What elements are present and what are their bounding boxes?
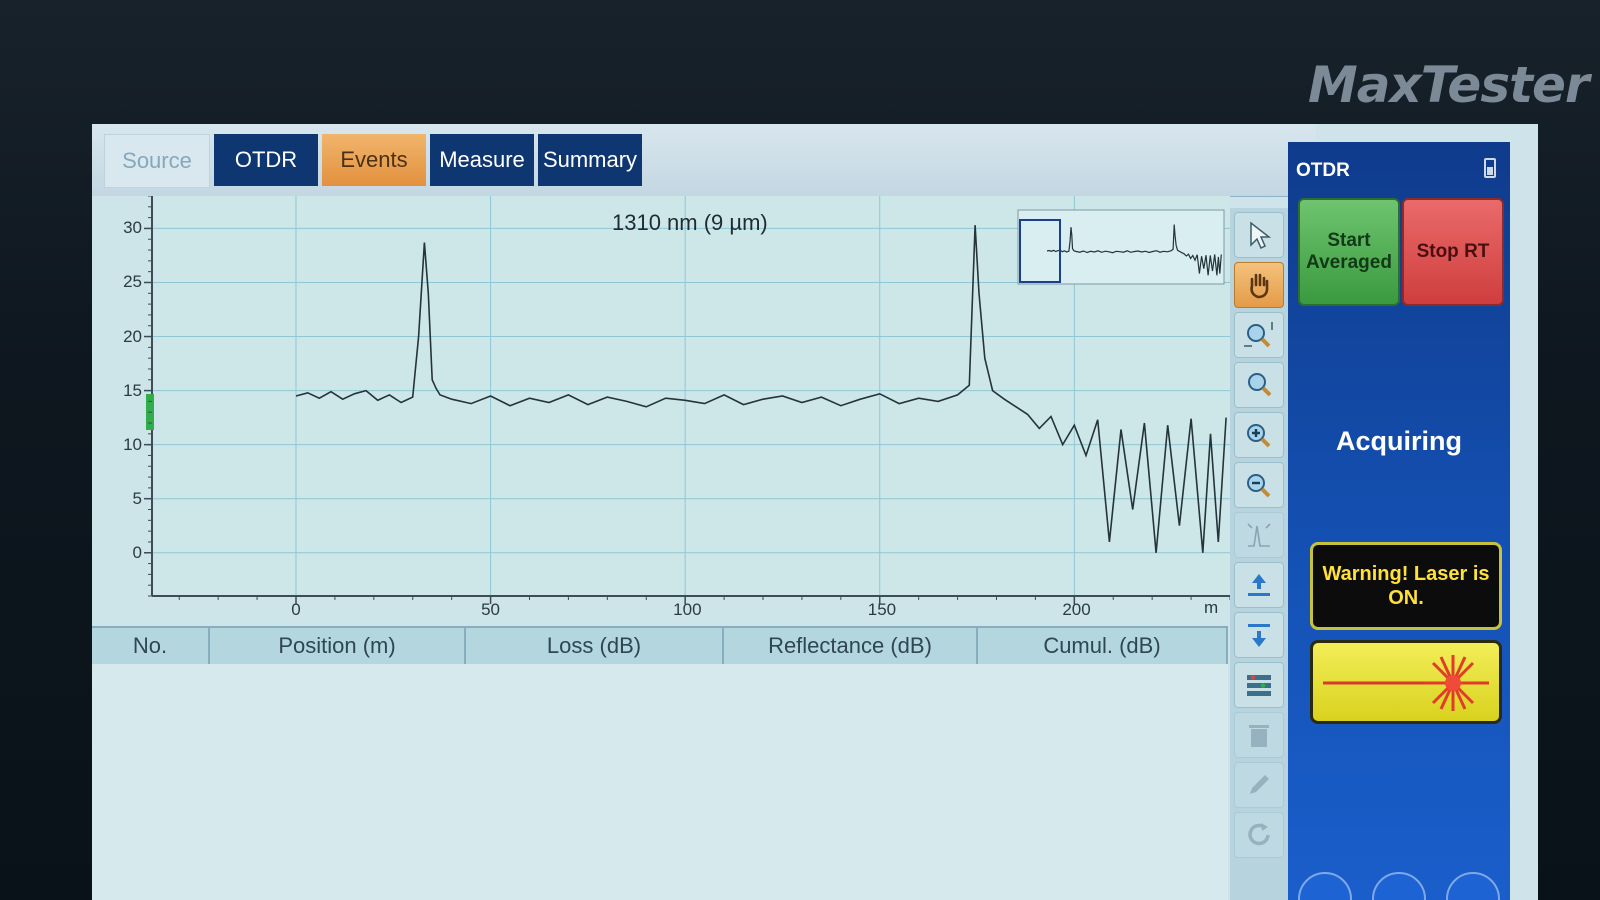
overview-viewport-box[interactable] — [1019, 219, 1061, 283]
x-tick-label: 0 — [291, 600, 301, 619]
trace-series-line — [295, 225, 1227, 553]
otdr-trace-graph[interactable]: 1310 nm (9 µm) 0 50 100 150 200 0 5 10 15 20 25 30 m — [92, 196, 1230, 626]
refresh-icon — [1248, 823, 1270, 846]
trace-chart[interactable] — [92, 196, 1230, 626]
laser-indicator — [1310, 640, 1502, 724]
tab-measure[interactable]: Measure — [430, 134, 534, 186]
event-table-icon — [1247, 675, 1271, 696]
bottom-round-button-1[interactable] — [1298, 872, 1352, 900]
start-averaged-label: Start Averaged — [1306, 230, 1392, 273]
y-tick-label: 10 — [123, 434, 142, 454]
pan-tool-button[interactable] — [1234, 262, 1284, 308]
chart-ticks — [144, 196, 1230, 604]
column-header-cumul[interactable]: Cumul. (dB) — [978, 628, 1228, 664]
graph-toolbar — [1230, 208, 1288, 900]
zoom-out-icon — [1247, 474, 1271, 498]
move-up-button[interactable] — [1234, 562, 1284, 608]
delete-button[interactable] — [1234, 712, 1284, 758]
refresh-button[interactable] — [1234, 812, 1284, 858]
move-down-button[interactable] — [1234, 612, 1284, 658]
panel-title: OTDR — [1296, 160, 1350, 181]
tab-otdr[interactable]: OTDR — [214, 134, 318, 186]
bottom-round-button-2[interactable] — [1372, 872, 1426, 900]
battery-icon — [1484, 158, 1496, 178]
zoom-in-icon — [1247, 424, 1271, 448]
hand-pan-icon — [1250, 273, 1269, 299]
tab-summary[interactable]: Summary — [538, 134, 642, 186]
x-tick-label: 50 — [481, 600, 501, 619]
x-tick-label: 200 — [1062, 600, 1091, 619]
y-tick-label: 15 — [123, 380, 142, 400]
y-tick-label: 5 — [132, 488, 142, 508]
zoom-1to1-icon — [1248, 373, 1272, 397]
start-averaged-button[interactable]: Start Averaged — [1298, 198, 1400, 306]
stop-rt-label: Stop RT — [1416, 241, 1490, 262]
arrow-up-icon — [1248, 574, 1270, 596]
edit-button[interactable] — [1234, 762, 1284, 808]
y-tick-label: 20 — [123, 326, 142, 346]
fit-view-icon — [1247, 523, 1271, 547]
device-screen: Source OTDR Events Measure Summary 1310 … — [92, 124, 1538, 900]
events-table-body[interactable] — [92, 664, 1228, 900]
control-panel: OTDR Start Averaged Stop RT Acquiring Wa… — [1288, 142, 1510, 900]
column-header-reflectance[interactable]: Reflectance (dB) — [724, 628, 978, 664]
overview-trace-line — [1046, 224, 1222, 276]
zoom-reset-button[interactable] — [1234, 362, 1284, 408]
bottom-round-button-3[interactable] — [1446, 872, 1500, 900]
x-tick-label: 150 — [867, 600, 897, 619]
y-tick-label: 25 — [123, 272, 142, 292]
x-unit-label: m — [1204, 598, 1219, 617]
pointer-tool-button[interactable] — [1234, 212, 1284, 258]
laser-warning: Warning! Laser is ON. — [1310, 542, 1502, 630]
overview-inset[interactable] — [1017, 209, 1225, 285]
brand-logo: MaxTester — [1308, 56, 1590, 114]
stop-rt-button[interactable]: Stop RT — [1402, 198, 1504, 306]
fit-view-button[interactable] — [1234, 512, 1284, 558]
pointer-icon — [1250, 221, 1272, 250]
tab-events[interactable]: Events — [322, 134, 426, 186]
column-header-no[interactable]: No. — [92, 628, 210, 664]
column-header-position[interactable]: Position (m) — [210, 628, 466, 664]
acquisition-status: Acquiring — [1336, 426, 1462, 456]
zoom-window-button[interactable] — [1234, 312, 1284, 358]
edit-icon — [1250, 775, 1269, 794]
trash-icon — [1249, 725, 1269, 747]
tab-bar: Source OTDR Events Measure Summary — [92, 124, 1316, 197]
zoom-out-button[interactable] — [1234, 462, 1284, 508]
arrow-down-icon — [1248, 624, 1270, 647]
chart-title: 1310 nm (9 µm) — [612, 210, 768, 235]
event-table-button[interactable] — [1234, 662, 1284, 708]
y-tick-label: 30 — [123, 218, 142, 238]
zoom-window-icon — [1244, 322, 1273, 348]
events-table-header: No. Position (m) Loss (dB) Reflectance (… — [92, 626, 1228, 666]
laser-beam-icon — [1323, 655, 1489, 711]
x-tick-label: 100 — [673, 600, 702, 619]
y-tick-label: 0 — [132, 542, 142, 562]
zoom-in-button[interactable] — [1234, 412, 1284, 458]
column-header-loss[interactable]: Loss (dB) — [466, 628, 724, 664]
laser-warning-text: Warning! Laser is ON. — [1322, 563, 1490, 609]
tab-source[interactable]: Source — [104, 134, 210, 188]
